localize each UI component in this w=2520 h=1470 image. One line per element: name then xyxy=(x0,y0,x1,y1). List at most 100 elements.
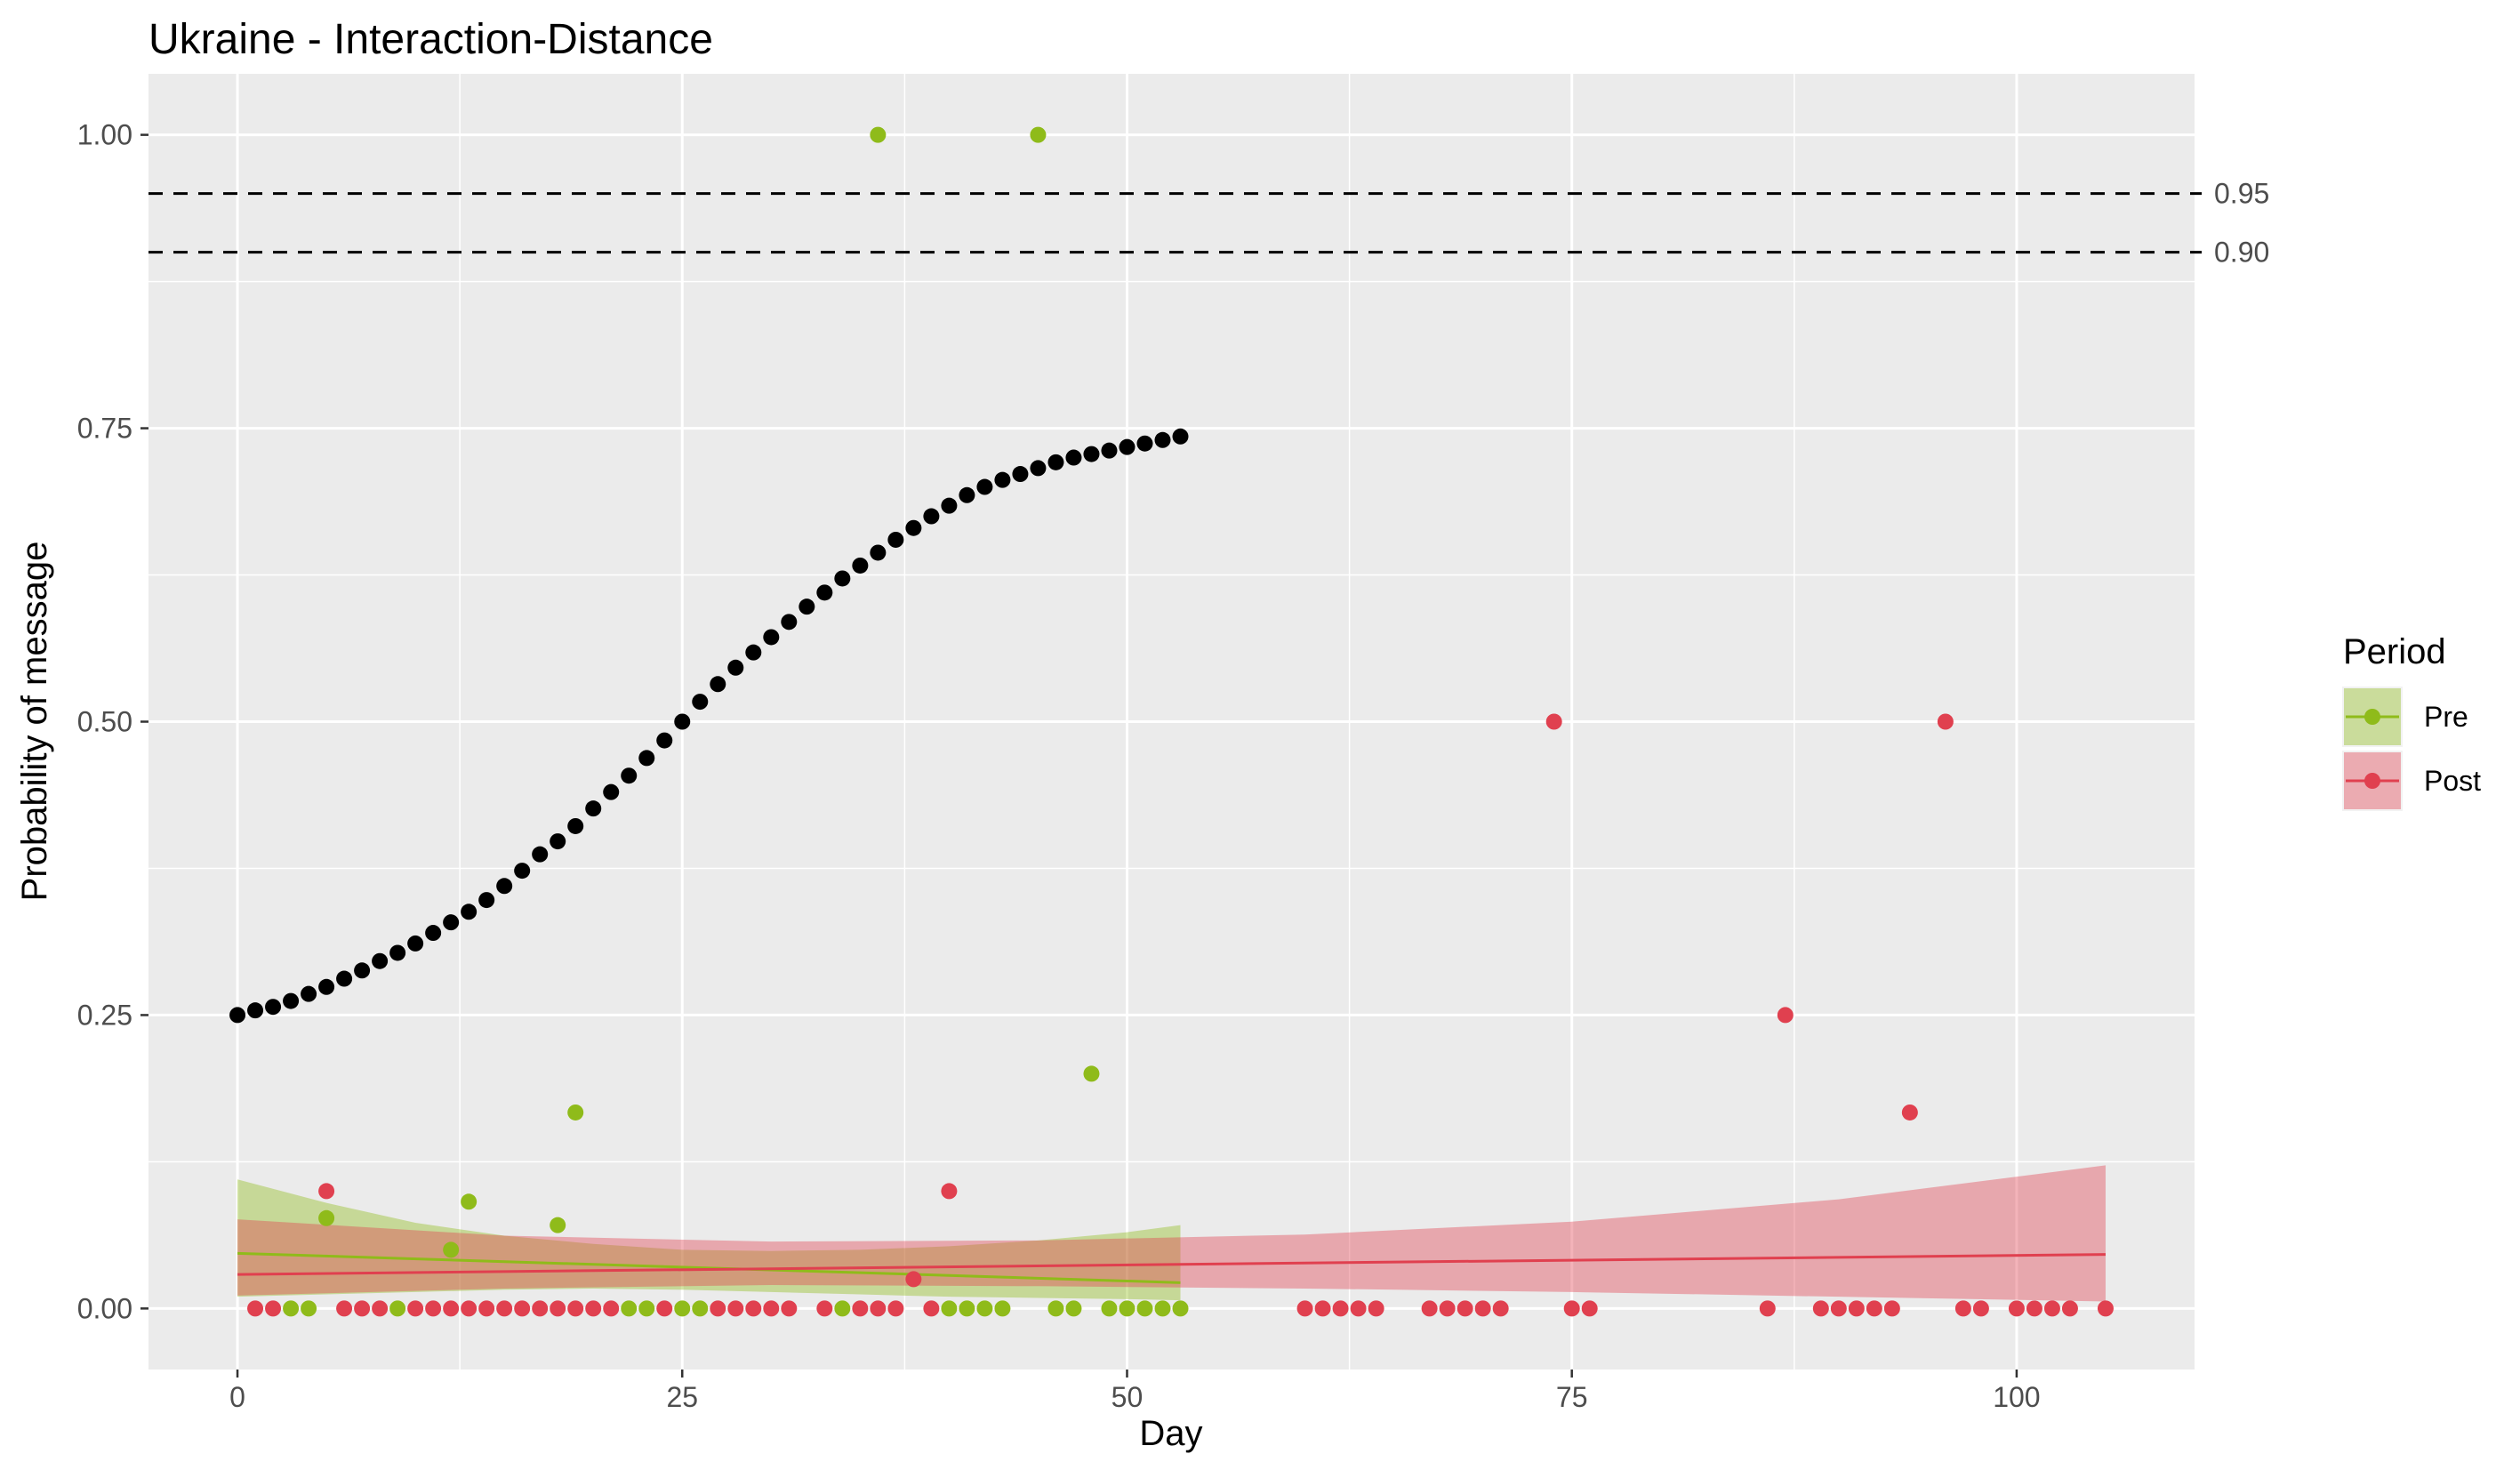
data-point-post xyxy=(1545,713,1562,730)
threshold-point xyxy=(265,999,282,1016)
data-point-post xyxy=(336,1300,353,1317)
data-point-post xyxy=(603,1300,620,1317)
reference-lines: 0.95 0.90 xyxy=(148,178,2269,269)
threshold-point xyxy=(959,486,975,503)
data-point-pre xyxy=(870,126,887,143)
data-point-post xyxy=(514,1300,531,1317)
threshold-point xyxy=(1047,454,1064,470)
threshold-point xyxy=(1119,438,1136,455)
threshold-point xyxy=(407,935,424,952)
y-axis-title: Probability of message xyxy=(15,542,54,902)
threshold-point xyxy=(247,1002,264,1019)
data-point-post xyxy=(1563,1300,1580,1317)
data-point-pre xyxy=(1136,1300,1153,1317)
threshold-point xyxy=(336,970,353,987)
data-point-post xyxy=(727,1300,744,1317)
threshold-point xyxy=(443,914,460,931)
y-tick-label: 0.50 xyxy=(77,706,132,738)
data-point-post xyxy=(816,1300,833,1317)
threshold-point xyxy=(354,962,371,979)
x-tick-label: 25 xyxy=(666,1381,698,1413)
data-point-pre xyxy=(692,1300,709,1317)
threshold-point xyxy=(585,800,602,817)
threshold-point xyxy=(1065,449,1082,466)
data-point-pre xyxy=(1065,1300,1082,1317)
data-point-post xyxy=(656,1300,673,1317)
chart-title: Ukraine - Interaction-Distance xyxy=(148,16,713,63)
data-point-pre xyxy=(674,1300,691,1317)
data-points xyxy=(229,126,2114,1317)
threshold-point xyxy=(318,978,335,995)
data-point-pre xyxy=(1101,1300,1118,1317)
threshold-point xyxy=(870,544,887,561)
data-point-pre xyxy=(1030,126,1047,143)
threshold-point xyxy=(852,557,869,574)
data-point-post xyxy=(1296,1300,1313,1317)
threshold-point xyxy=(638,750,655,767)
data-point-post xyxy=(710,1300,726,1317)
data-point-post xyxy=(2043,1300,2060,1317)
threshold-point xyxy=(1154,431,1171,448)
threshold-point xyxy=(372,952,389,969)
ribbon-pre xyxy=(237,1179,1181,1301)
data-point-pre xyxy=(976,1300,993,1317)
data-point-post xyxy=(1937,713,1954,730)
data-point-post xyxy=(1314,1300,1331,1317)
threshold-point xyxy=(799,598,815,615)
data-point-post xyxy=(1581,1300,1598,1317)
threshold-point xyxy=(816,584,833,601)
data-point-post xyxy=(550,1300,566,1317)
data-point-post xyxy=(1883,1300,1900,1317)
threshold-point xyxy=(621,767,638,784)
threshold-point xyxy=(905,519,922,536)
data-point-post xyxy=(532,1300,549,1317)
threshold-point xyxy=(1083,446,1100,462)
data-point-post xyxy=(478,1300,495,1317)
data-point-pre xyxy=(1172,1300,1189,1317)
data-point-post xyxy=(1332,1300,1349,1317)
legend: Period Pre Post xyxy=(2342,632,2481,811)
data-point-post xyxy=(1830,1300,1847,1317)
data-point-post xyxy=(372,1300,389,1317)
data-point-pre xyxy=(301,1300,317,1317)
data-point-pre xyxy=(567,1104,584,1121)
data-point-post xyxy=(2097,1300,2114,1317)
data-point-post xyxy=(567,1300,584,1317)
threshold-point xyxy=(478,892,495,909)
threshold-point xyxy=(1030,460,1047,477)
x-tick-label: 50 xyxy=(1112,1381,1144,1413)
threshold-point xyxy=(656,732,673,749)
threshold-point xyxy=(301,985,317,1002)
legend-label-pre: Pre xyxy=(2424,701,2468,733)
data-point-post xyxy=(1350,1300,1367,1317)
data-point-post xyxy=(1866,1300,1882,1317)
data-point-post xyxy=(763,1300,780,1317)
data-point-pre xyxy=(1047,1300,1064,1317)
data-point-post xyxy=(2026,1300,2042,1317)
threshold-point xyxy=(514,863,531,880)
data-point-post xyxy=(1901,1104,1918,1121)
data-point-post xyxy=(870,1300,887,1317)
threshold-point xyxy=(550,833,566,850)
threshold-point xyxy=(834,570,851,587)
axes: 0 25 50 75 100 0.00 0.25 0.50 0.75 1.00 xyxy=(77,119,2041,1413)
threshold-point xyxy=(1101,442,1118,459)
legend-key-point-post xyxy=(2364,773,2380,789)
data-point-pre xyxy=(1154,1300,1171,1317)
x-tick-label: 100 xyxy=(1993,1381,2040,1413)
reference-line-label: 0.95 xyxy=(2214,178,2269,210)
data-point-post xyxy=(887,1300,904,1317)
data-point-post xyxy=(2008,1300,2025,1317)
y-tick-label: 0.00 xyxy=(77,1292,132,1324)
y-tick-label: 1.00 xyxy=(77,119,132,151)
data-point-post xyxy=(1777,1007,1794,1024)
threshold-point xyxy=(425,925,442,942)
data-point-post xyxy=(1368,1300,1384,1317)
data-point-post xyxy=(496,1300,513,1317)
data-point-pre xyxy=(318,1209,335,1226)
data-point-post xyxy=(585,1300,602,1317)
y-tick-label: 0.25 xyxy=(77,999,132,1031)
data-point-post xyxy=(745,1300,762,1317)
data-point-pre xyxy=(550,1217,566,1233)
